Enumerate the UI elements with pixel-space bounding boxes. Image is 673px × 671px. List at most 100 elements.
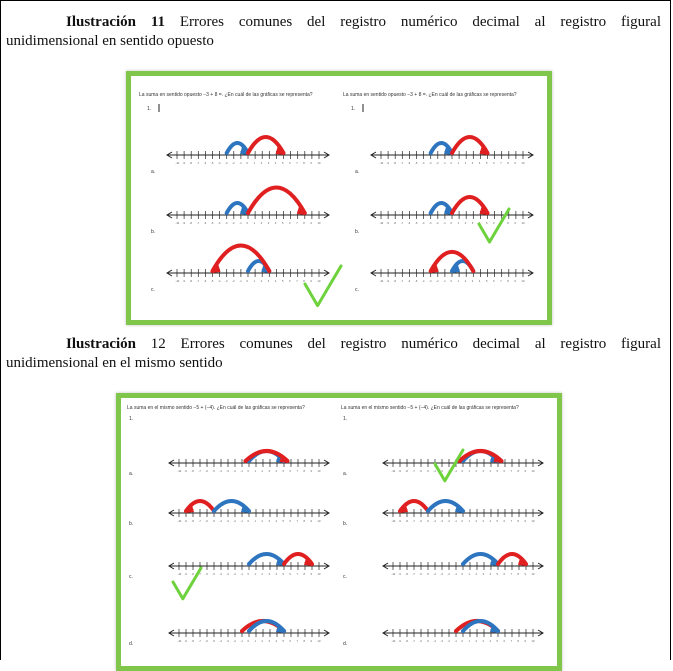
tick-label: 7: [511, 639, 513, 643]
tick-label: -7: [413, 519, 416, 523]
tick-label: -1: [239, 161, 242, 165]
tick-label: -1: [455, 572, 458, 576]
tick-label: 6: [504, 639, 506, 643]
tick-label: -5: [213, 469, 216, 473]
tick-label: 0: [247, 221, 249, 225]
tick-label: 1: [458, 161, 460, 165]
arc-arrowhead-icon: [455, 505, 464, 513]
tick-label: 0: [451, 161, 453, 165]
tick-label: 6: [289, 279, 291, 283]
tick-label: -4: [220, 639, 223, 643]
tick-label: 8: [303, 161, 305, 165]
right-arrow-icon: [323, 562, 330, 570]
tick-label: -2: [232, 221, 235, 225]
tick-label: 9: [310, 279, 312, 283]
tick-label: -7: [199, 572, 202, 576]
left-arrow-icon: [370, 269, 377, 277]
tick-label: -7: [197, 279, 200, 283]
tick-label: -9: [183, 279, 186, 283]
tick-label: -5: [427, 469, 430, 473]
question-text: La suma en el mismo sentido −5 + (−4). ¿…: [127, 405, 305, 411]
tick-label: -9: [399, 639, 402, 643]
tick-label: 2: [465, 279, 467, 283]
option-label: d.: [129, 641, 133, 647]
tick-label: 10: [318, 279, 321, 283]
tick-label: -8: [406, 519, 409, 523]
option-label: b.: [129, 521, 133, 527]
arc-arrowhead-icon: [275, 147, 285, 155]
tick-label: 3: [269, 572, 271, 576]
tick-label: 2: [465, 221, 467, 225]
tick-label: -9: [185, 469, 188, 473]
tick-label: -10: [176, 221, 180, 225]
tick-label: 7: [511, 469, 513, 473]
tick-label: 10: [532, 572, 535, 576]
tick-label: 9: [525, 519, 527, 523]
tick-label: -3: [225, 221, 228, 225]
tick-label: -2: [234, 639, 237, 643]
left-arrow-icon: [166, 151, 173, 159]
blue-jump-arc: [247, 552, 286, 566]
tick-label: -10: [380, 279, 384, 283]
tick-label: -9: [399, 519, 402, 523]
tick-label: -4: [434, 469, 437, 473]
tick-label: 3: [472, 221, 474, 225]
tick-label: 7: [296, 279, 298, 283]
check-mark-icon: [303, 264, 343, 308]
tick-label: -2: [234, 572, 237, 576]
tick-label: 7: [511, 519, 513, 523]
tick-label: -6: [420, 639, 423, 643]
blue-jump-arc: [224, 141, 250, 155]
tick-label: 9: [514, 161, 516, 165]
tick-label: 1: [458, 279, 460, 283]
tick-label: -6: [206, 519, 209, 523]
tick-label: 1: [469, 469, 471, 473]
left-arrow-icon: [166, 269, 173, 277]
option-label: d.: [343, 641, 347, 647]
tick-label: 1: [469, 519, 471, 523]
caption-text: Errores comunes del registro numérico de…: [165, 14, 661, 30]
item-number: 1.: [343, 416, 347, 422]
caption-text-line2: unidimensional en sentido opuesto: [6, 33, 214, 49]
tick-label: -8: [192, 469, 195, 473]
tick-label: -2: [448, 519, 451, 523]
figure-11-image: La suma en sentido opuesto −3 + 8 =. ¿En…: [126, 71, 552, 325]
tick-label: 6: [493, 221, 495, 225]
tick-label: 6: [493, 161, 495, 165]
tick-label: 3: [269, 519, 271, 523]
tick-label: 6: [504, 469, 506, 473]
tick-label: -6: [206, 469, 209, 473]
tick-label: -4: [434, 519, 437, 523]
tick-label: -1: [455, 469, 458, 473]
arc-arrowhead-icon: [304, 558, 313, 566]
tick-label: -2: [232, 279, 235, 283]
caption-label: Ilustración: [66, 336, 137, 352]
option-label: a.: [355, 169, 359, 175]
tick-label: -10: [178, 572, 182, 576]
tick-label: 8: [507, 221, 509, 225]
tick-label: 4: [490, 469, 492, 473]
arc-arrowhead-icon: [451, 265, 460, 273]
tick-label: -2: [436, 221, 439, 225]
left-arrow-icon: [168, 629, 175, 637]
check-mark-icon: [171, 566, 203, 601]
tick-label: -6: [408, 221, 411, 225]
question-text: La suma en sentido opuesto −3 + 8 =. ¿En…: [343, 92, 517, 98]
tick-label: -4: [434, 639, 437, 643]
tick-label: -1: [443, 161, 446, 165]
tick-label: -5: [427, 519, 430, 523]
tick-label: -7: [413, 572, 416, 576]
red-jump-arc: [428, 250, 476, 273]
option-label: c.: [151, 287, 155, 293]
tick-label: 2: [262, 469, 264, 473]
left-arrow-icon: [168, 509, 175, 517]
tick-label: 3: [268, 221, 270, 225]
tick-label: 1: [255, 519, 257, 523]
blue-jump-arc: [247, 619, 286, 633]
tick-label: 10: [522, 279, 525, 283]
tick-label: 1: [254, 279, 256, 283]
tick-label: -7: [199, 469, 202, 473]
tick-label: -8: [192, 572, 195, 576]
tick-label: -7: [199, 639, 202, 643]
arc-arrowhead-icon: [518, 558, 527, 566]
